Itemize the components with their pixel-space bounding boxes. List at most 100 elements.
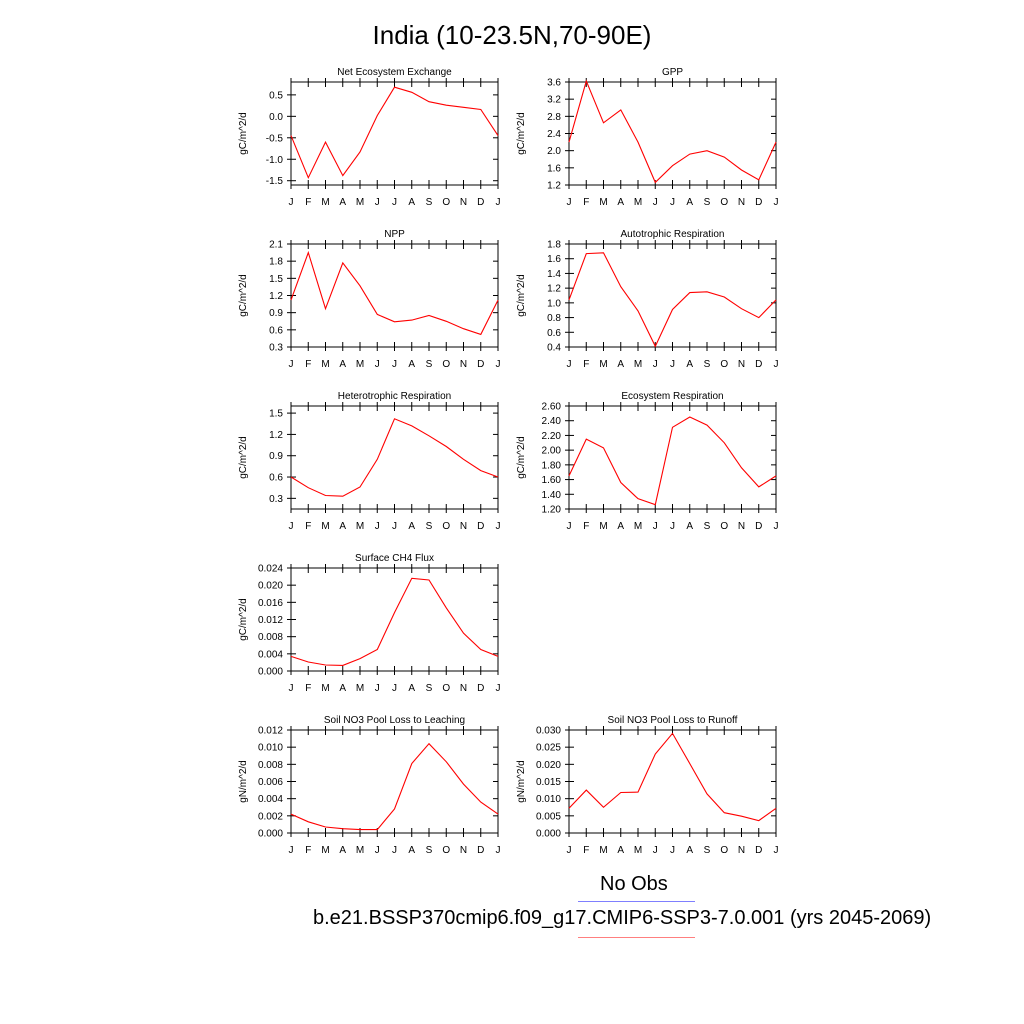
y-tick-label: 0.8: [547, 313, 561, 324]
x-tick-label: M: [599, 197, 607, 208]
panel-title: GPP: [662, 67, 683, 78]
x-tick-label: A: [339, 521, 346, 532]
x-tick-label: J: [670, 359, 675, 370]
series-line: [290, 86, 499, 180]
y-tick-label: 2.40: [542, 416, 562, 427]
y-tick-label: 0.6: [269, 325, 283, 336]
y-tick-label: 1.4: [547, 269, 561, 280]
series-line: [568, 252, 777, 348]
y-tick-label: 1.5: [269, 409, 283, 420]
x-tick-label: A: [686, 197, 693, 208]
panel-title: NPP: [384, 229, 405, 240]
plot-frame: [290, 567, 499, 672]
legend-label-model: b.e21.BSSP370cmip6.f09_g17.CMIP6-SSP3-7.…: [313, 907, 932, 929]
panel-title: Soil NO3 Pool Loss to Leaching: [324, 715, 465, 726]
x-tick-label: O: [720, 845, 728, 856]
y-tick-label: 1.6: [547, 163, 561, 174]
x-tick-label: J: [289, 845, 294, 856]
x-tick-label: J: [653, 845, 658, 856]
y-tick-label: 0.020: [258, 581, 283, 592]
x-tick-label: O: [442, 521, 450, 532]
y-tick-label: 3.6: [547, 78, 561, 89]
x-tick-label: J: [289, 359, 294, 370]
y-tick-label: 0.010: [536, 794, 561, 805]
x-tick-label: S: [426, 521, 433, 532]
x-tick-label: M: [321, 683, 329, 694]
y-tick-label: 0.004: [258, 794, 283, 805]
y-tick-label: 1.0: [547, 298, 561, 309]
x-tick-label: F: [583, 197, 589, 208]
panel-ecosystem-respiration: Ecosystem Respiration 1.20 1.40 1.60 1.80 2.0…: [516, 391, 779, 532]
plot-frame: [568, 243, 777, 348]
legend-line-model: [578, 937, 695, 938]
x-tick-label: M: [356, 197, 364, 208]
x-tick-label: A: [339, 359, 346, 370]
x-tick-label: F: [583, 521, 589, 532]
x-tick-label: M: [599, 845, 607, 856]
x-tick-label: A: [339, 683, 346, 694]
x-tick-label: J: [375, 359, 380, 370]
y-axis-label: gC/m^2/d: [238, 436, 249, 479]
panel-title: Heterotrophic Respiration: [338, 391, 451, 402]
y-tick-label: 0.006: [258, 777, 283, 788]
y-tick-label: 0.3: [269, 343, 283, 354]
y-tick-label: 1.20: [542, 505, 562, 516]
x-tick-label: N: [738, 845, 745, 856]
x-tick-label: M: [634, 845, 642, 856]
x-tick-label: S: [426, 197, 433, 208]
x-tick-label: M: [599, 521, 607, 532]
x-tick-label: J: [496, 683, 501, 694]
x-tick-label: S: [426, 359, 433, 370]
panel-soil-no3-pool-loss-to-runoff: Soil NO3 Pool Loss to Runoff 0.000 0.005 0.…: [516, 715, 779, 856]
x-tick-label: A: [686, 521, 693, 532]
x-tick-label: J: [567, 521, 572, 532]
x-tick-label: M: [599, 359, 607, 370]
series-line: [290, 577, 499, 666]
x-tick-label: A: [686, 359, 693, 370]
y-tick-label: 0.025: [536, 743, 561, 754]
series-line: [568, 732, 777, 822]
y-tick-label: 0.3: [269, 494, 283, 505]
y-tick-label: 0.008: [258, 760, 283, 771]
series-line: [290, 250, 499, 336]
x-tick-label: S: [704, 359, 711, 370]
panel-title: Ecosystem Respiration: [621, 391, 723, 402]
x-tick-label: J: [567, 197, 572, 208]
x-tick-label: D: [477, 197, 484, 208]
y-tick-label: -1.0: [266, 155, 284, 166]
y-tick-label: 1.60: [542, 475, 562, 486]
y-tick-label: 3.2: [547, 95, 561, 106]
x-tick-label: J: [375, 845, 380, 856]
y-tick-label: 2.0: [547, 146, 561, 157]
y-tick-label: -1.5: [266, 176, 284, 187]
y-axis-label: gC/m^2/d: [516, 436, 527, 479]
x-tick-label: J: [375, 521, 380, 532]
x-tick-label: J: [496, 197, 501, 208]
x-tick-label: M: [356, 359, 364, 370]
y-tick-label: 1.2: [547, 181, 561, 192]
y-tick-label: 0.000: [536, 829, 561, 840]
y-tick-label: 0.004: [258, 649, 283, 660]
x-tick-label: A: [408, 359, 415, 370]
y-tick-label: 2.8: [547, 112, 561, 123]
y-tick-label: 2.4: [547, 129, 561, 140]
x-tick-label: J: [392, 197, 397, 208]
x-tick-label: A: [408, 845, 415, 856]
x-tick-label: J: [774, 197, 779, 208]
x-tick-label: M: [356, 521, 364, 532]
y-tick-label: 0.4: [547, 343, 561, 354]
y-tick-label: 1.8: [269, 257, 283, 268]
x-tick-label: N: [460, 683, 467, 694]
panel-title: Net Ecosystem Exchange: [337, 67, 452, 78]
x-tick-label: J: [496, 845, 501, 856]
y-axis-label: gC/m^2/d: [516, 274, 527, 317]
y-tick-label: 0.5: [269, 90, 283, 101]
x-tick-label: J: [774, 359, 779, 370]
panel-heterotrophic-respiration: Heterotrophic Respiration 0.3 0.6 0.9 1.2 1.5…: [238, 391, 501, 532]
x-tick-label: D: [755, 197, 762, 208]
x-tick-label: M: [321, 521, 329, 532]
y-tick-label: 1.5: [269, 274, 283, 285]
x-tick-label: A: [617, 845, 624, 856]
series-line: [568, 79, 777, 184]
